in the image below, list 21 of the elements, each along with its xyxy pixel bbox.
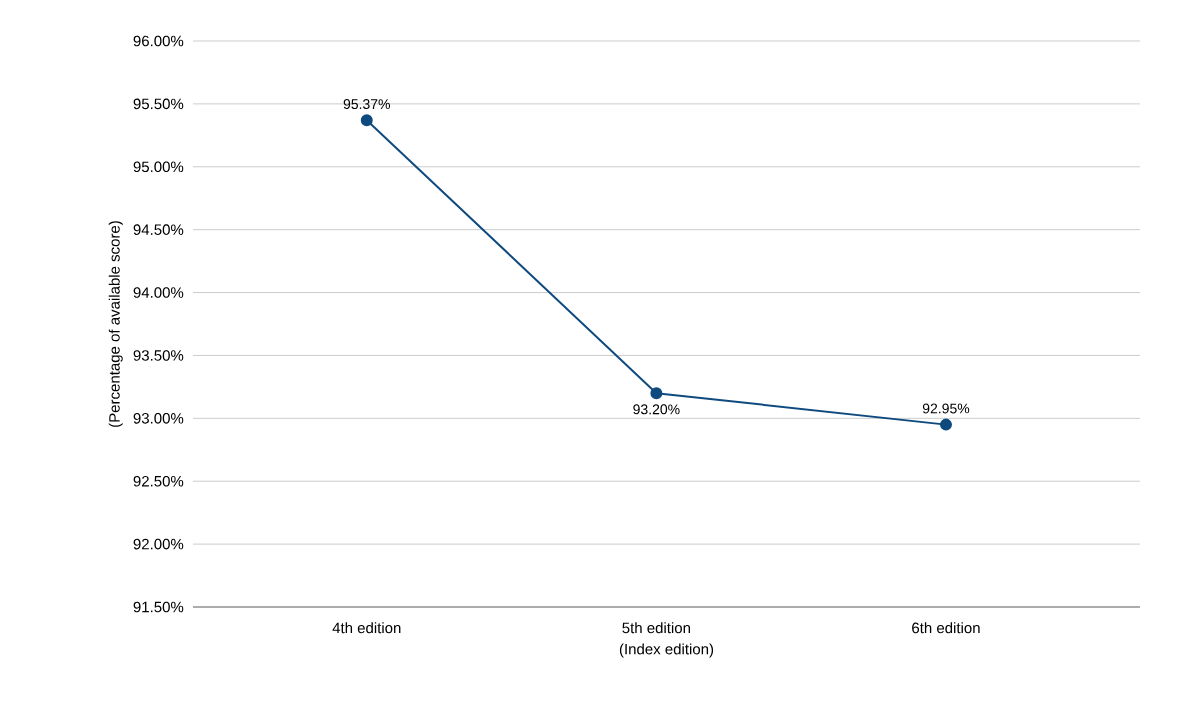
y-tick-label: 93.00% (133, 413, 184, 424)
y-tick-label: 93.50% (133, 350, 184, 361)
data-label: 95.37% (343, 99, 391, 110)
y-tick-label: 94.50% (133, 224, 184, 235)
point (939, 418, 952, 431)
x-tick-label: 6th edition (912, 622, 980, 634)
y-tick-label: 92.50% (133, 475, 184, 487)
point (650, 387, 663, 400)
y-tick-label: 95.00% (133, 161, 184, 173)
y-axis-title: (Percentage of available score) (108, 221, 123, 427)
x-tick-label: 5th edition (622, 622, 690, 634)
y-tick-label: 95.50% (133, 98, 184, 110)
y-tick-label: 92.00% (133, 538, 184, 550)
x-tick-label: 4th edition (332, 622, 401, 634)
y-tick-label: 96.00% (133, 35, 184, 47)
x-axis-title: (Index edition) (619, 643, 714, 658)
data-label: 92.95% (922, 403, 970, 414)
point (360, 114, 373, 127)
y-tick-label: 94.00% (133, 287, 184, 298)
data-label: 93.20% (633, 404, 680, 415)
y-tick-label: 91.50% (133, 601, 184, 613)
